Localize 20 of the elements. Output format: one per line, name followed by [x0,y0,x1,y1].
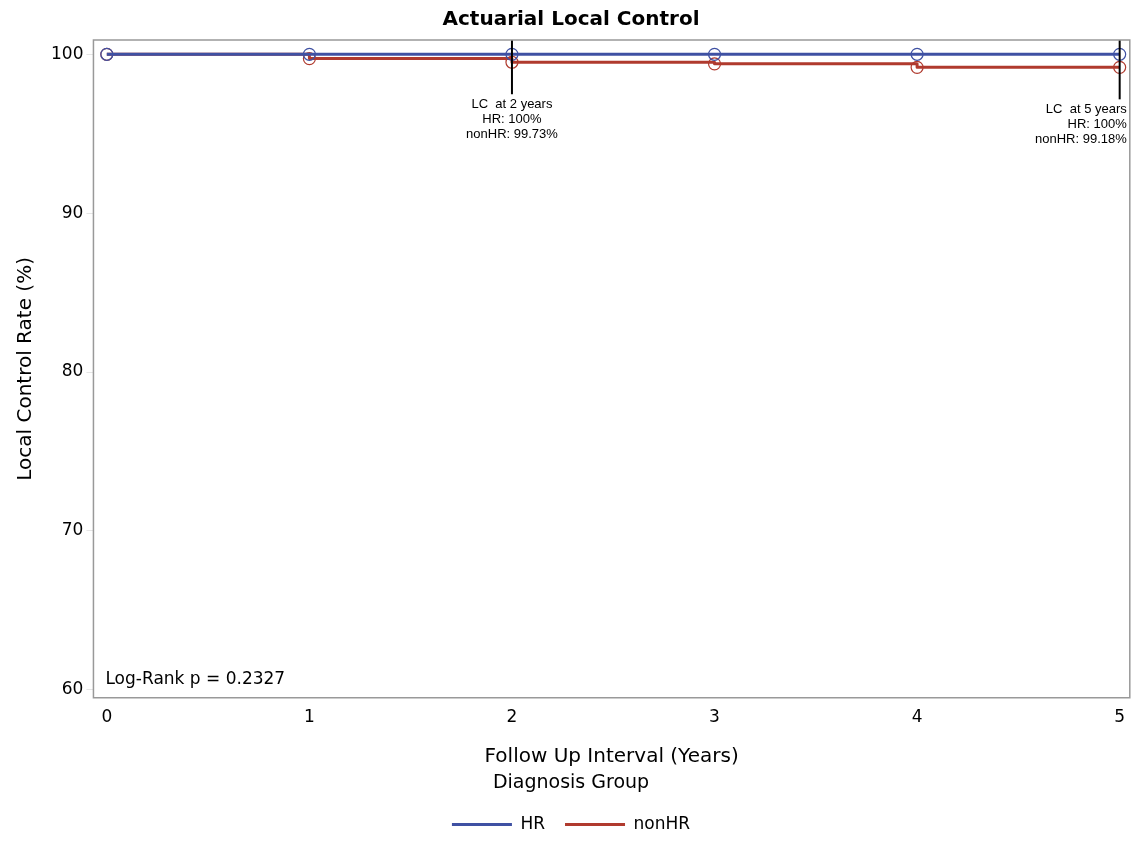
annotation: LC at 2 years HR: 100% nonHR: 99.73% [466,96,559,142]
annotation: LC at 5 years HR: 100% nonHR: 99.18% [1035,101,1128,147]
x-tick-label: 1 [303,706,315,727]
y-tick-label: 90 [61,201,84,222]
chart-title: Actuarial Local Control [442,6,700,31]
annotation: Log-Rank p = 0.2327 [105,667,286,688]
x-axis-title: Follow Up Interval (Years) [484,743,739,768]
x-tick-label: 3 [709,706,720,727]
legend-label: nonHR [633,812,691,833]
legend-title: Diagnosis Group [492,769,650,792]
x-tick-label: 4 [911,706,923,727]
y-tick-label: 100 [50,42,84,63]
y-tick-label: 80 [61,360,84,381]
y-tick-label: 70 [61,519,84,540]
x-tick-label: 5 [1114,706,1126,727]
x-tick-label: 2 [506,706,518,727]
legend-label: HR [520,812,546,833]
y-tick-label: 60 [61,678,84,699]
y-axis-title: Local Control Rate (%) [12,257,37,481]
x-tick-label: 0 [101,706,113,727]
